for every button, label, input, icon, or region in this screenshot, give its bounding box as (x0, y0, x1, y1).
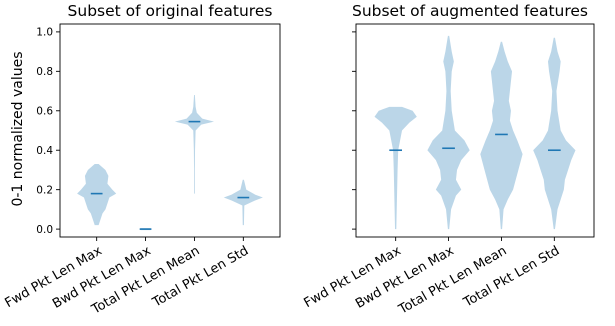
y-tick-label-0: 0.0 (36, 224, 53, 236)
violin-original-fwd-pkt-len-max (77, 164, 117, 226)
violin-original-total-pkt-len-mean (174, 95, 214, 194)
y-tick-label-2: 0.4 (36, 145, 53, 157)
violins-original (77, 95, 263, 231)
x-tick-label-augmented-fwd-pkt-len-max: Fwd Pkt Len Max (301, 243, 403, 311)
violin-original-total-pkt-len-std (223, 179, 263, 226)
violin-augmented-fwd-pkt-len-max (374, 106, 417, 230)
panel-augmented-features: Subset of augmented features Fwd Pkt Len… (301, 2, 595, 318)
y-ticks-augmented (352, 31, 356, 230)
violins-augmented (374, 35, 576, 230)
axes-frame-augmented (355, 23, 595, 238)
y-tick-label-1: 0.2 (36, 184, 53, 196)
panel-title-original: Subset of original features (68, 2, 273, 20)
y-ticks-original: 0.0 0.2 0.4 0.6 0.8 1.0 (36, 27, 60, 236)
y-tick-label-4: 0.8 (36, 66, 53, 78)
y-axis-label: 0-1 normalized values (10, 51, 26, 206)
violin-augmented-bwd-pkt-len-max (427, 35, 470, 230)
violin-augmented-total-pkt-len-std (533, 37, 576, 230)
panel-title-augmented: Subset of augmented features (352, 2, 588, 20)
x-tick-label-augmented-total-pkt-len-std: Total Pkt Len Std (460, 243, 562, 311)
axes-frame-original (59, 23, 281, 238)
y-tick-label-5: 1.0 (36, 27, 53, 39)
violin-augmented-total-pkt-len-mean (480, 41, 523, 230)
y-tick-label-3: 0.6 (36, 105, 53, 117)
panel-original-features: Subset of original features 0.0 0.2 0.4 0.6… (2, 2, 281, 318)
